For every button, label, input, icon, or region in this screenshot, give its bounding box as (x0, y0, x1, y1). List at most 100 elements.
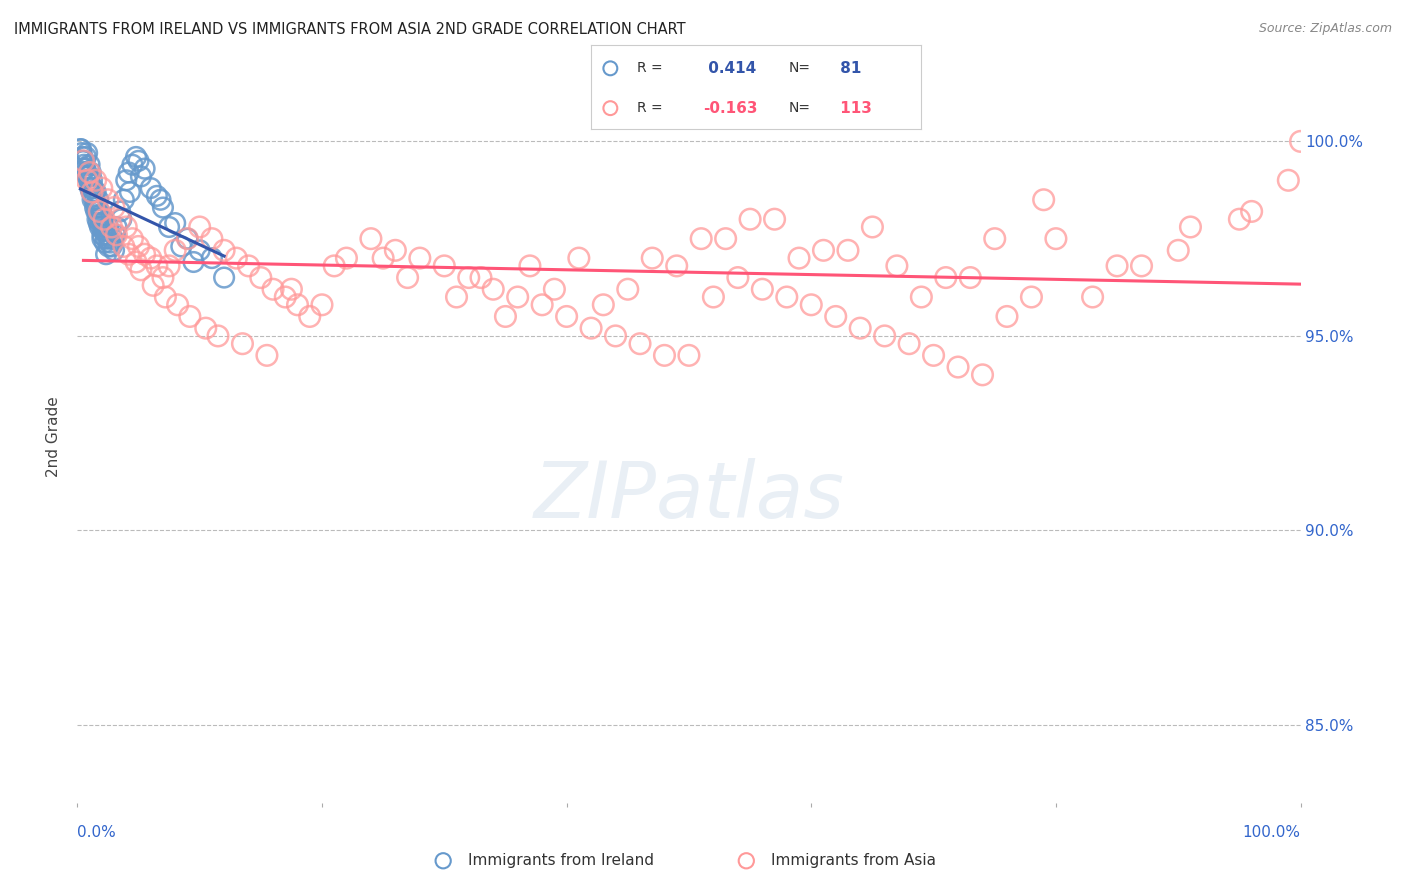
Point (176, 232, 198, 246)
Point (70, 146, 93, 161)
Point (727, 270, 749, 285)
Text: 81: 81 (835, 61, 862, 76)
Point (76, 173, 98, 187)
Point (79, 181, 101, 195)
Point (735, 854, 758, 868)
Point (90, 216, 112, 230)
Point (201, 251, 224, 265)
Point (97, 219, 120, 234)
Point (935, 270, 957, 285)
Point (1289, 135, 1312, 149)
Point (91, 227, 114, 242)
Point (409, 251, 432, 265)
Point (105, 219, 128, 234)
Point (641, 251, 664, 265)
Point (579, 321, 602, 335)
Point (73, 161, 96, 176)
Point (84, 173, 107, 187)
Point (149, 193, 172, 207)
Point (188, 219, 211, 234)
Point (568, 251, 591, 265)
Point (654, 348, 676, 362)
Point (446, 290, 468, 304)
Text: 0.0%: 0.0% (77, 825, 117, 840)
Point (384, 244, 406, 258)
Point (165, 244, 187, 258)
Point (862, 219, 884, 234)
Point (89, 204, 111, 219)
Text: IMMIGRANTS FROM IRELAND VS IMMIGRANTS FROM ASIA 2ND GRADE CORRELATION CHART: IMMIGRANTS FROM IRELAND VS IMMIGRANTS FR… (14, 22, 686, 37)
Point (995, 310, 1018, 324)
Point (82, 181, 104, 195)
Text: Immigrants from Ireland: Immigrants from Ireland (468, 854, 654, 868)
Point (72, 153, 94, 168)
Point (1240, 204, 1263, 219)
Point (470, 270, 492, 285)
Point (1021, 290, 1043, 304)
Point (77, 173, 100, 187)
Point (506, 290, 529, 304)
Point (93, 224, 115, 238)
Text: 0.414: 0.414 (703, 61, 756, 76)
Point (146, 259, 169, 273)
Point (84, 185, 107, 199)
Point (157, 219, 180, 234)
Point (108, 212, 131, 227)
Point (98, 232, 121, 246)
Point (98, 235, 121, 250)
Y-axis label: 2nd Grade: 2nd Grade (46, 397, 62, 477)
Point (432, 854, 454, 868)
Point (702, 290, 724, 304)
Point (70, 142, 93, 156)
Point (139, 181, 162, 195)
Point (110, 212, 132, 227)
Point (531, 298, 554, 312)
Point (787, 251, 810, 265)
Point (77, 169, 100, 184)
Point (519, 259, 541, 273)
Point (166, 298, 188, 312)
Point (86, 201, 108, 215)
Point (1032, 193, 1054, 207)
Point (207, 329, 229, 343)
Point (433, 259, 456, 273)
Point (125, 255, 148, 269)
Point (813, 244, 835, 258)
Point (873, 329, 896, 343)
Point (115, 173, 138, 187)
Point (212, 270, 235, 285)
Point (194, 321, 217, 335)
Point (592, 298, 614, 312)
Point (79, 177, 101, 191)
Point (121, 158, 143, 172)
Point (96, 227, 118, 242)
Point (886, 259, 908, 273)
Text: 113: 113 (835, 101, 872, 116)
Point (91, 232, 114, 246)
Point (1167, 244, 1189, 258)
Point (763, 212, 786, 227)
Point (142, 278, 165, 293)
Point (100, 219, 122, 234)
Point (984, 232, 1007, 246)
Point (665, 259, 688, 273)
Point (396, 270, 419, 285)
Point (256, 348, 278, 362)
Point (115, 219, 138, 234)
Point (94, 247, 117, 261)
Point (90, 208, 112, 222)
Point (231, 336, 253, 351)
Point (837, 244, 859, 258)
Point (125, 150, 148, 164)
Point (617, 282, 640, 296)
Text: R =: R = (637, 101, 662, 115)
Point (1277, 173, 1299, 187)
Point (922, 348, 945, 362)
Point (910, 290, 932, 304)
Point (84, 201, 107, 215)
Point (104, 227, 127, 242)
Text: -0.163: -0.163 (703, 101, 758, 116)
Point (280, 282, 302, 296)
Point (898, 336, 921, 351)
Point (371, 251, 394, 265)
